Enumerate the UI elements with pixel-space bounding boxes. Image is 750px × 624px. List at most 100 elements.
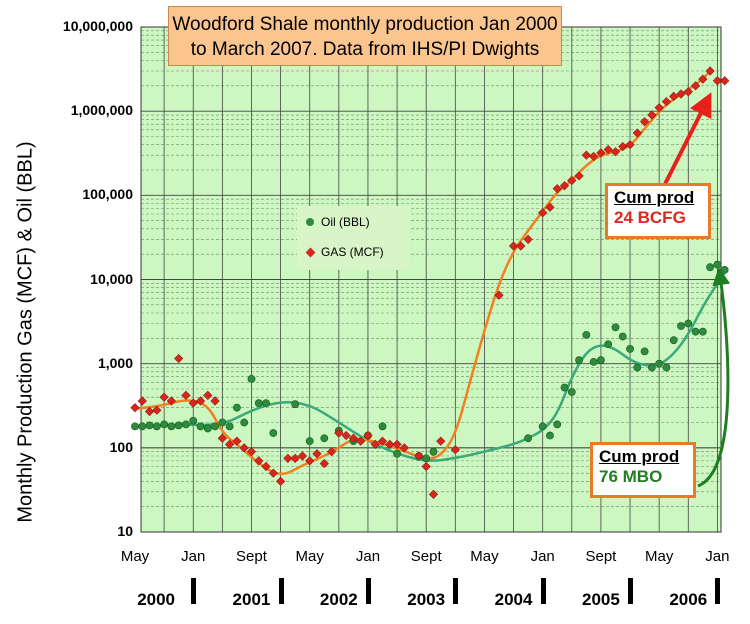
gas-point: [356, 436, 366, 446]
x-tick-label: Jan: [530, 548, 555, 565]
cum-oil-head: Cum prod: [599, 447, 680, 466]
oil-point: [240, 418, 249, 427]
oil-point: [393, 449, 401, 458]
oil-point: [254, 399, 263, 408]
gas-point: [225, 439, 235, 449]
oil-point: [698, 327, 707, 336]
oil-point: [582, 330, 591, 339]
gas-point: [712, 76, 722, 86]
cum-oil-value: 76 MBO: [599, 467, 663, 486]
gas-point: [720, 76, 730, 86]
gas-point: [276, 476, 286, 486]
year-label: 2000: [137, 590, 176, 609]
y-tick-label: 1,000,000: [70, 102, 133, 119]
oil-point: [669, 336, 678, 345]
x-tick-label: May: [295, 548, 324, 565]
gas-point: [137, 396, 147, 406]
x-tick-label: May: [644, 548, 674, 565]
oil-point: [145, 421, 154, 430]
gas-point: [246, 447, 257, 457]
year-label: 2005: [581, 590, 620, 609]
gas-point: [370, 439, 380, 449]
x-tick-label: Jan: [181, 548, 206, 565]
legend: Oil (BBL) GAS (MCF): [297, 206, 409, 270]
gas-point: [399, 443, 409, 453]
year-separator: [628, 578, 634, 604]
oil-point: [218, 418, 227, 427]
oil-point: [713, 260, 722, 269]
gas-point: [319, 458, 329, 469]
legend-item-oil: Oil (BBL): [305, 214, 370, 230]
oil-point: [269, 429, 278, 437]
gas-point: [217, 433, 227, 443]
gas-point: [181, 390, 191, 400]
gas-point: [596, 148, 606, 158]
gas-point: [618, 141, 628, 152]
gas-point: [144, 406, 155, 417]
oil-point: [567, 388, 576, 396]
year-separator: [191, 578, 197, 604]
gas-point: [581, 150, 591, 160]
oil-point: [640, 347, 649, 356]
y-tick-label: 100,000: [82, 186, 133, 203]
oil-point: [203, 424, 212, 433]
gas-point: [610, 147, 621, 157]
oil-marker-icon: [306, 218, 314, 226]
oil-point: [182, 420, 190, 429]
gas-point: [203, 390, 213, 400]
oil-point: [611, 323, 620, 332]
oil-point: [575, 356, 583, 365]
gas-point: [166, 396, 176, 406]
gas-point: [385, 439, 395, 449]
x-tick-label: May: [120, 548, 150, 565]
gas-point: [254, 456, 264, 466]
year-label: 2006: [669, 590, 708, 609]
gas-point: [232, 436, 242, 446]
cum-gas-box: Cum prod 24 BCFG: [605, 183, 711, 239]
oil-point: [305, 437, 314, 446]
gas-marker-icon: [305, 247, 316, 257]
oil-point: [604, 340, 613, 349]
oil-point: [560, 383, 569, 392]
oil-point: [233, 403, 241, 412]
gas-point: [428, 489, 439, 499]
gas-point: [239, 443, 249, 453]
oil-point: [589, 357, 598, 366]
gas-point: [654, 103, 664, 113]
gas-point: [348, 433, 358, 443]
gas-point: [283, 453, 293, 463]
gas-point: [574, 171, 584, 181]
oil-point: [662, 363, 671, 372]
chart-title-line-2: to March 2007. Data from IHS/PI Dwights: [190, 39, 540, 60]
year-separator: [278, 578, 284, 604]
gas-point: [188, 398, 198, 408]
oil-point: [320, 434, 329, 443]
oil-point: [131, 422, 139, 431]
oil-point: [706, 263, 715, 272]
gas-point: [341, 430, 351, 441]
data-points: [130, 66, 730, 499]
gas-point: [545, 202, 555, 212]
year-label: 2004: [494, 590, 533, 609]
legend-label-oil: Oil (BBL): [321, 215, 370, 229]
gas-point: [312, 449, 322, 459]
oil-point: [684, 319, 693, 328]
oil-point: [633, 363, 642, 372]
gas-point: [392, 439, 402, 449]
cum-oil-box: Cum prod 76 MBO: [590, 442, 696, 498]
year-label: 2001: [232, 590, 271, 609]
gas-point: [377, 436, 388, 446]
gas-point: [268, 468, 278, 478]
gas-point: [690, 81, 701, 91]
gas-point: [538, 208, 548, 218]
oil-point: [160, 420, 169, 429]
oil-point: [647, 363, 656, 372]
y-tick-label: 100: [109, 438, 133, 455]
cum-gas-value: 24 BCFG: [614, 208, 686, 227]
year-separator: [453, 578, 459, 604]
oil-point: [138, 422, 147, 431]
oil-point: [655, 359, 664, 368]
oil-point: [247, 374, 256, 383]
year-label: 2002: [319, 590, 358, 609]
